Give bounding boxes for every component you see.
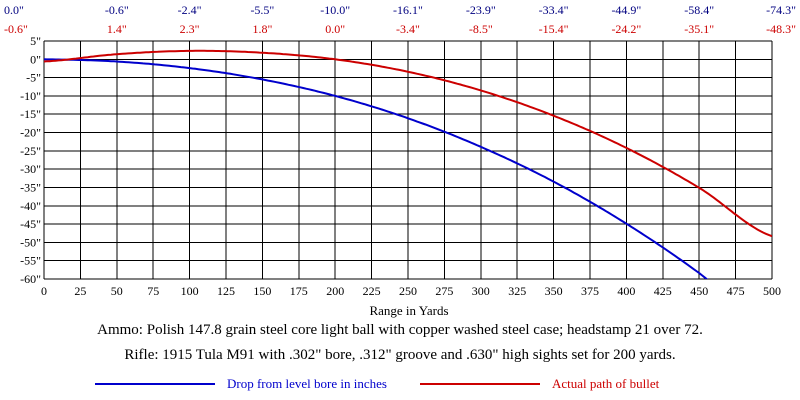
path-value-label: -15.4" [539, 22, 569, 36]
x-tick-label: 275 [435, 284, 453, 298]
y-tick-label: -50" [20, 235, 41, 249]
x-tick-label: 25 [74, 284, 86, 298]
x-tick-label: 300 [472, 284, 490, 298]
drop-value-label: -58.4" [684, 3, 714, 17]
grid-lines [43, 40, 773, 280]
x-axis-ticks: 0 25 50 75 100 125 150 175 200 225 250 275 300 325 350… [41, 284, 781, 298]
x-tick-label: 150 [253, 284, 271, 298]
series-lines [44, 49, 772, 279]
ammo-caption: Ammo: Polish 147.8 grain steel core ligh… [97, 322, 703, 338]
x-tick-label: 250 [399, 284, 417, 298]
legend-swatch-drop [95, 383, 215, 385]
top-value-rows: 0.0" -0.6" -0.6" 1.4" -2.4" 2.3" -5.5" 1.8" -10.… [4, 3, 796, 36]
x-tick-label: 100 [181, 284, 199, 298]
y-tick-label: -25" [20, 144, 41, 158]
drop-value-label: -23.9" [466, 3, 496, 17]
x-tick-label: 350 [545, 284, 563, 298]
x-tick-label: 50 [111, 284, 123, 298]
y-tick-label: -10" [20, 89, 41, 103]
path-value-label: -0.6" [4, 22, 28, 36]
y-tick-label: 5" [30, 34, 41, 48]
path-value-label: -24.2" [611, 22, 641, 36]
y-tick-label: 0" [30, 52, 41, 66]
legend-item-path: Actual path of bullet [420, 372, 659, 396]
x-tick-label: 325 [508, 284, 526, 298]
y-axis-ticks: 5" 0" -5" -10" -15" -20" -25" -30" -35" -40" -45" -… [20, 34, 41, 286]
path-series-line [44, 49, 772, 238]
y-tick-label: -15" [20, 107, 41, 121]
x-tick-label: 400 [617, 284, 635, 298]
y-tick-label: -35" [20, 180, 41, 194]
drop-value-label: -44.9" [611, 3, 641, 17]
drop-value-label: -74.3" [766, 3, 796, 17]
x-tick-label: 375 [581, 284, 599, 298]
drop-value-label: -2.4" [178, 3, 202, 17]
drop-series-line [44, 58, 709, 279]
x-tick-label: 75 [147, 284, 159, 298]
y-tick-label: -45" [20, 217, 41, 231]
x-axis-label: Range in Yards [369, 303, 448, 318]
y-tick-label: -5" [26, 71, 41, 85]
drop-value-label: 0.0" [4, 3, 24, 17]
drop-value-label: -0.6" [105, 3, 129, 17]
path-value-label: 1.8" [252, 22, 272, 36]
y-tick-label: -60" [20, 272, 41, 286]
legend-swatch-path [420, 383, 540, 385]
x-tick-label: 475 [727, 284, 745, 298]
drop-value-label: -10.0" [320, 3, 350, 17]
rifle-caption: Rifle: 1915 Tula M91 with .302" bore, .3… [124, 347, 676, 363]
y-tick-label: -55" [20, 254, 41, 268]
path-value-label: -3.4" [396, 22, 420, 36]
y-tick-label: -30" [20, 162, 41, 176]
path-value-label: 1.4" [107, 22, 127, 36]
path-value-label: -48.3" [766, 22, 796, 36]
drop-value-label: -5.5" [250, 3, 274, 17]
x-tick-label: 175 [290, 284, 308, 298]
x-tick-label: 0 [41, 284, 47, 298]
y-tick-label: -20" [20, 126, 41, 140]
legend-label-drop: Drop from level bore in inches [227, 376, 387, 391]
y-tick-label: -40" [20, 199, 41, 213]
path-value-label: 2.3" [180, 22, 200, 36]
legend-item-drop: Drop from level bore in inches [95, 372, 387, 396]
ballistics-chart: 0.0" -0.6" -0.6" 1.4" -2.4" 2.3" -5.5" 1.8" -10.… [4, 3, 796, 318]
path-value-label: 0.0" [325, 22, 345, 36]
x-tick-label: 450 [690, 284, 708, 298]
x-tick-label: 225 [363, 284, 381, 298]
drop-value-label: -16.1" [393, 3, 423, 17]
legend-label-path: Actual path of bullet [552, 376, 660, 391]
path-value-label: -35.1" [684, 22, 714, 36]
x-tick-label: 125 [217, 284, 235, 298]
drop-value-label: -33.4" [539, 3, 569, 17]
x-tick-label: 425 [654, 284, 672, 298]
x-tick-label: 500 [763, 284, 781, 298]
path-value-label: -8.5" [469, 22, 493, 36]
x-tick-label: 200 [326, 284, 344, 298]
